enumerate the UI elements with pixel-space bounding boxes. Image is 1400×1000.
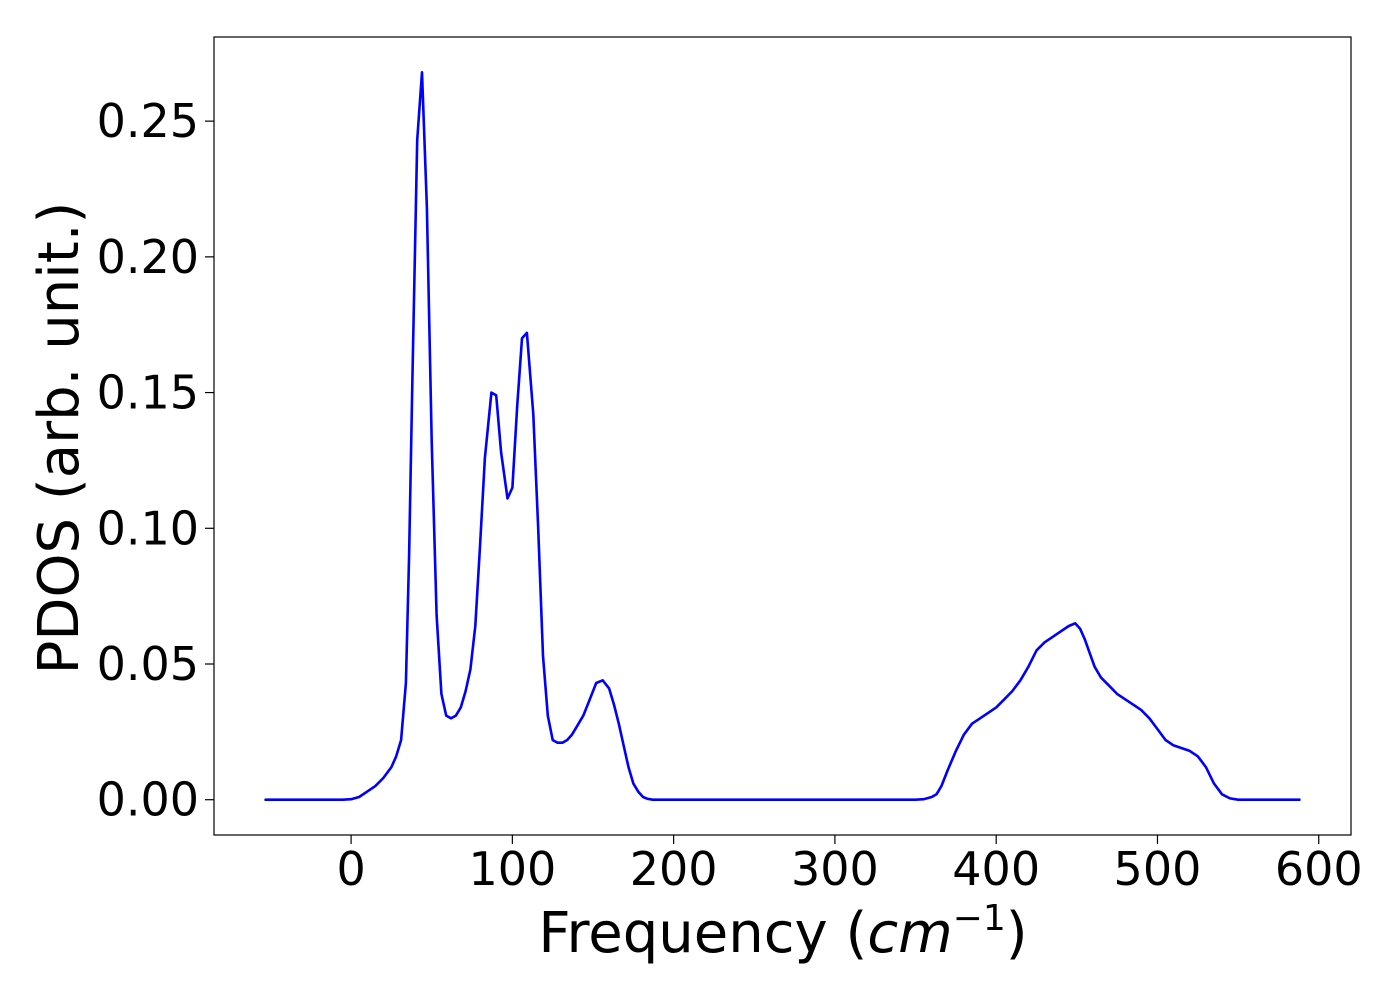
y-tick-label: 0.15 [97,366,199,420]
y-tick-label: 0.25 [97,94,199,148]
pdos-series-line [264,71,1301,802]
x-tick-label: 400 [952,842,1040,896]
x-tick-label: 200 [630,842,718,896]
x-axis-unit: cm [867,901,952,966]
x-axis-ticks: 0 100 200 300 400 500 600 [336,835,1363,896]
x-axis-label-text: Frequency [538,901,827,966]
y-tick-label: 0.05 [97,637,199,691]
y-axis-label: PDOS (arb. unit.) [27,202,92,675]
y-axis-ticks: 0.00 0.05 0.10 0.15 0.20 0.25 [97,94,214,827]
x-tick-label: 100 [468,842,556,896]
x-tick-label: 0 [336,842,365,896]
x-axis-label: Frequency (cm−1) [538,898,1027,966]
y-tick-label: 0.20 [97,230,199,284]
x-axis-unit-exponent: −1 [953,898,1006,939]
series-layer [264,71,1301,802]
y-tick-label: 0.00 [97,773,199,827]
plot-area [213,36,1352,836]
x-tick-label: 600 [1275,842,1363,896]
plot-frame [213,36,1352,836]
x-tick-label: 300 [791,842,879,896]
x-tick-label: 500 [1114,842,1202,896]
y-tick-label: 0.10 [97,501,199,555]
